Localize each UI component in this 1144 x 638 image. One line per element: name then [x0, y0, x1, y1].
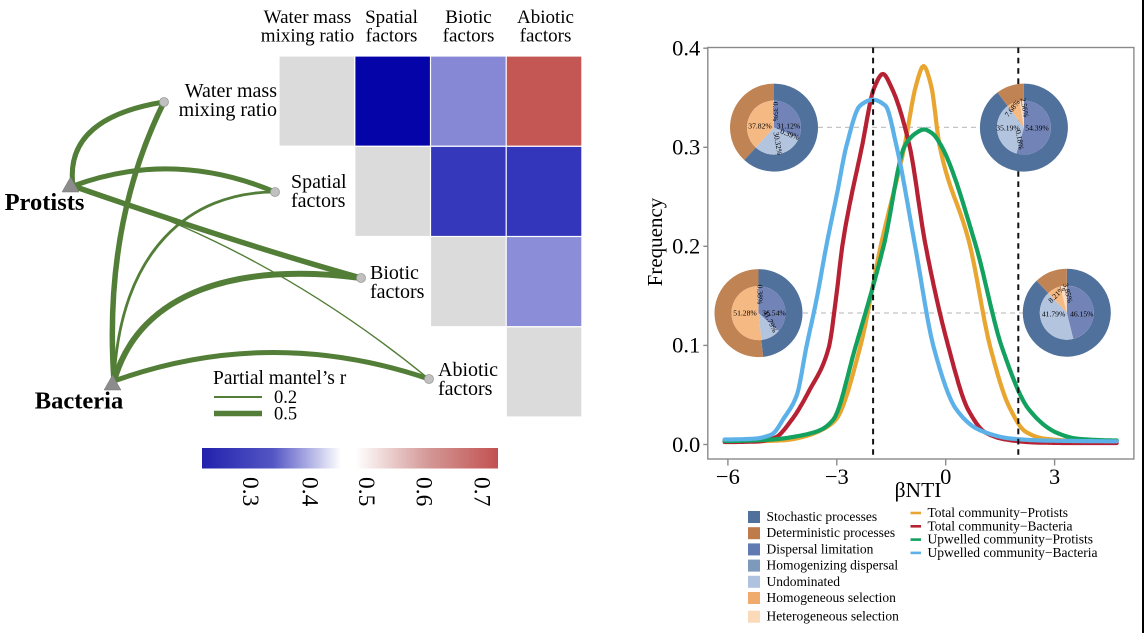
svg-text:Bacteria: Bacteria — [35, 387, 123, 414]
svg-text:−6: −6 — [716, 464, 740, 489]
svg-text:3: 3 — [1049, 464, 1060, 489]
svg-text:Total community−Protists: Total community−Protists — [928, 505, 1069, 520]
svg-text:0.5: 0.5 — [274, 405, 297, 425]
svg-text:0.3: 0.3 — [237, 477, 263, 506]
svg-text:0.2: 0.2 — [672, 234, 700, 259]
svg-text:0.4: 0.4 — [296, 477, 322, 507]
svg-text:factors: factors — [520, 26, 572, 47]
svg-text:0.5: 0.5 — [353, 477, 379, 506]
svg-text:Protists: Protists — [5, 189, 85, 216]
svg-text:0.38%: 0.38% — [755, 285, 764, 305]
svg-text:54.39%: 54.39% — [1025, 124, 1049, 133]
svg-text:Stochastic processes: Stochastic processes — [767, 509, 878, 524]
svg-text:factors: factors — [370, 281, 425, 303]
svg-text:51.28%: 51.28% — [733, 309, 757, 318]
svg-text:36.54%: 36.54% — [762, 309, 786, 318]
svg-text:βNTI: βNTI — [895, 478, 942, 502]
svg-text:factors: factors — [438, 378, 493, 400]
svg-text:Dispersal limitation: Dispersal limitation — [767, 541, 874, 556]
svg-text:46.15%: 46.15% — [1070, 310, 1094, 319]
svg-text:0.2: 0.2 — [274, 388, 297, 408]
svg-text:Total community−Bacteria: Total community−Bacteria — [928, 518, 1073, 533]
svg-text:30.32%: 30.32% — [771, 131, 784, 156]
svg-text:0.35%: 0.35% — [771, 102, 780, 122]
svg-text:factors: factors — [443, 26, 495, 47]
svg-text:mixing ratio: mixing ratio — [261, 26, 354, 47]
svg-text:mixing ratio: mixing ratio — [179, 99, 277, 121]
svg-text:Spatial: Spatial — [365, 7, 418, 28]
svg-text:Upwelled community−Protists: Upwelled community−Protists — [928, 532, 1093, 547]
svg-text:Spatial: Spatial — [291, 171, 347, 193]
svg-text:35.19%: 35.19% — [996, 124, 1020, 133]
svg-text:Frequency: Frequency — [643, 197, 667, 286]
svg-text:Biotic: Biotic — [445, 7, 491, 28]
svg-text:Biotic: Biotic — [370, 262, 419, 284]
svg-text:Water mass: Water mass — [185, 80, 277, 102]
svg-text:0.0: 0.0 — [672, 432, 700, 457]
svg-text:0.6: 0.6 — [411, 477, 437, 507]
svg-text:0.1: 0.1 — [672, 333, 700, 358]
svg-text:31.12%: 31.12% — [777, 122, 801, 131]
svg-text:Homogeneous selection: Homogeneous selection — [767, 590, 897, 605]
svg-text:2.56%: 2.56% — [1019, 97, 1031, 119]
svg-text:factors: factors — [366, 26, 418, 47]
svg-text:0.3: 0.3 — [672, 135, 700, 160]
svg-text:37.82%: 37.82% — [748, 122, 772, 131]
svg-text:Undominated: Undominated — [767, 574, 841, 589]
svg-text:0.18%: 0.18% — [1014, 129, 1026, 151]
svg-text:Homogenizing dispersal: Homogenizing dispersal — [767, 558, 899, 573]
svg-text:0: 0 — [940, 464, 951, 489]
svg-text:Water mass: Water mass — [264, 7, 352, 28]
svg-text:−3: −3 — [825, 464, 849, 489]
svg-text:Abiotic: Abiotic — [517, 7, 574, 28]
svg-text:41.79%: 41.79% — [1042, 310, 1066, 319]
svg-text:0.4: 0.4 — [672, 36, 700, 61]
svg-text:factors: factors — [291, 190, 346, 212]
svg-text:0.7: 0.7 — [469, 477, 495, 507]
svg-text:Abiotic: Abiotic — [438, 359, 498, 381]
svg-text:Partial mantel’s r: Partial mantel’s r — [213, 368, 347, 389]
svg-text:Deterministic processes: Deterministic processes — [767, 525, 896, 540]
svg-text:Heterogeneous selection: Heterogeneous selection — [767, 609, 900, 624]
svg-text:Upwelled community−Bacteria: Upwelled community−Bacteria — [928, 545, 1098, 560]
